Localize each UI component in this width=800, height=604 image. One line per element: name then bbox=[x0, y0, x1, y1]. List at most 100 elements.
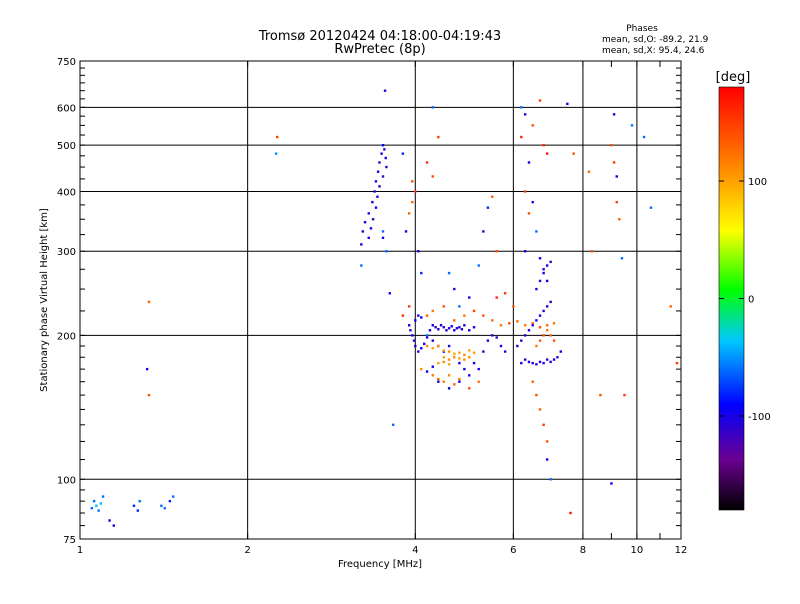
data-point bbox=[417, 350, 420, 353]
data-point bbox=[463, 358, 466, 361]
data-point bbox=[612, 113, 616, 116]
data-point bbox=[367, 212, 370, 215]
data-point bbox=[669, 305, 672, 308]
data-point bbox=[447, 327, 451, 330]
data-point bbox=[552, 358, 556, 361]
data-point bbox=[549, 300, 552, 304]
y-tick-label: 750 bbox=[57, 57, 76, 68]
data-point bbox=[675, 361, 679, 365]
data-point bbox=[538, 408, 542, 411]
data-point bbox=[612, 161, 616, 164]
data-point bbox=[361, 230, 365, 233]
data-point bbox=[383, 148, 386, 151]
phases-heading: Phases bbox=[626, 24, 658, 34]
data-point bbox=[360, 243, 363, 246]
data-point bbox=[371, 200, 374, 204]
data-point bbox=[523, 334, 527, 337]
data-point bbox=[445, 329, 448, 332]
data-point bbox=[545, 305, 549, 308]
data-point bbox=[516, 320, 519, 323]
colorbar-tick-label: -100 bbox=[748, 412, 771, 423]
data-point bbox=[367, 236, 370, 240]
x-axis-label: Frequency [MHz] bbox=[338, 559, 422, 570]
data-point bbox=[420, 367, 423, 371]
data-point bbox=[495, 296, 498, 299]
data-point bbox=[407, 305, 411, 308]
data-point bbox=[374, 180, 378, 183]
data-point bbox=[442, 326, 445, 329]
data-point bbox=[276, 135, 279, 139]
data-point bbox=[442, 305, 445, 308]
data-point bbox=[411, 180, 414, 183]
data-point bbox=[437, 344, 440, 348]
data-point bbox=[491, 319, 494, 322]
data-point bbox=[545, 152, 549, 155]
data-point bbox=[535, 287, 538, 291]
data-point bbox=[615, 200, 618, 204]
data-point bbox=[99, 502, 103, 505]
data-point bbox=[468, 374, 471, 377]
colorbar-tick-label: 100 bbox=[748, 177, 767, 188]
data-point bbox=[538, 314, 542, 317]
data-point bbox=[472, 309, 476, 313]
data-point bbox=[458, 351, 461, 354]
data-point bbox=[552, 322, 556, 325]
data-point bbox=[542, 423, 545, 427]
data-point bbox=[468, 296, 471, 299]
data-point bbox=[545, 264, 549, 267]
data-point bbox=[132, 504, 136, 508]
data-point bbox=[431, 309, 434, 313]
data-point bbox=[420, 347, 423, 350]
data-point bbox=[412, 339, 416, 342]
data-point bbox=[458, 326, 461, 329]
data-point bbox=[538, 339, 542, 342]
data-point bbox=[437, 328, 440, 331]
data-point bbox=[549, 334, 552, 337]
data-point bbox=[460, 328, 464, 331]
data-point bbox=[369, 227, 373, 230]
data-point bbox=[545, 358, 549, 361]
data-point bbox=[538, 279, 542, 283]
x-axis-ticks: 1 2 4 6 8 10 12 bbox=[77, 61, 688, 556]
data-point bbox=[388, 292, 392, 295]
data-point bbox=[409, 329, 412, 332]
phases-x-stats: mean, sd,X: 95.4, 24.6 bbox=[602, 46, 705, 56]
y-axis-ticks: 75 100 200 300 400 500 600 750 bbox=[57, 57, 681, 546]
y-tick-label: 600 bbox=[57, 103, 76, 114]
data-point bbox=[523, 190, 527, 193]
data-point bbox=[559, 350, 562, 353]
x-tick-label: 12 bbox=[675, 545, 688, 556]
data-point bbox=[538, 99, 542, 102]
data-point bbox=[168, 499, 172, 503]
data-point bbox=[147, 300, 151, 304]
data-point bbox=[274, 152, 278, 155]
data-point bbox=[499, 324, 503, 327]
data-point bbox=[545, 458, 549, 461]
data-point bbox=[542, 143, 545, 147]
data-point bbox=[542, 334, 545, 337]
data-point bbox=[610, 482, 613, 485]
plot-frame bbox=[79, 60, 682, 540]
colorbar-tick-label: 0 bbox=[748, 295, 754, 306]
data-point bbox=[363, 221, 367, 224]
data-point bbox=[417, 250, 420, 253]
data-point bbox=[453, 383, 456, 386]
data-point bbox=[503, 350, 507, 353]
data-point bbox=[425, 370, 429, 373]
chart-subtitle: RwPretec (8p) bbox=[334, 42, 425, 57]
data-point bbox=[545, 329, 549, 332]
data-point bbox=[384, 156, 387, 160]
data-point bbox=[538, 326, 542, 329]
data-point bbox=[108, 519, 111, 522]
data-point bbox=[447, 374, 451, 377]
data-point bbox=[642, 135, 646, 139]
data-point bbox=[458, 361, 461, 365]
data-point bbox=[491, 195, 494, 198]
data-point bbox=[542, 271, 545, 275]
data-point bbox=[535, 393, 538, 397]
data-point bbox=[620, 257, 624, 260]
data-point bbox=[531, 200, 534, 204]
data-point bbox=[527, 329, 531, 332]
data-point bbox=[453, 356, 456, 359]
data-point bbox=[431, 374, 434, 377]
